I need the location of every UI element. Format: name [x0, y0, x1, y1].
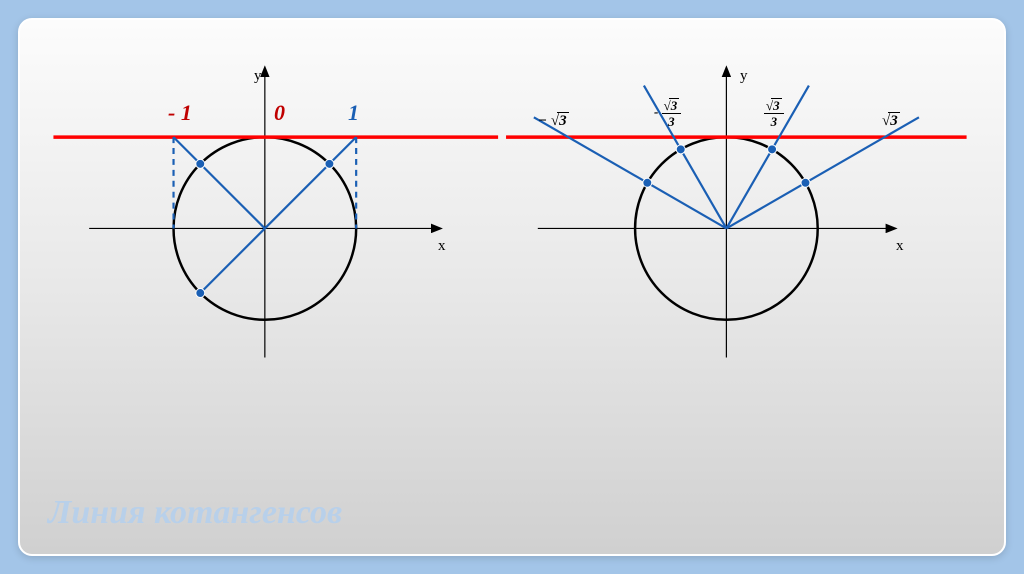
left-x-axis-label: x	[438, 238, 446, 255]
right-y-axis-label: y	[740, 68, 748, 85]
label-pos-sqrt3-over-3: √33	[764, 98, 784, 128]
label-neg-sqrt3-over-3: - √33	[654, 98, 681, 128]
right-x-axis-label: x	[896, 238, 904, 255]
slide-frame: Линия котангенсов - 1 0 1 y x − √3 - √33…	[18, 18, 1006, 556]
label-zero: 0	[274, 100, 285, 126]
slide-title: Линия котангенсов	[48, 494, 342, 532]
label-neg-sqrt3: − √3	[538, 112, 569, 130]
label-pos1: 1	[348, 100, 359, 126]
label-neg1: - 1	[168, 100, 192, 126]
label-pos-sqrt3: √3	[882, 112, 900, 130]
left-y-axis-label: y	[254, 68, 262, 85]
